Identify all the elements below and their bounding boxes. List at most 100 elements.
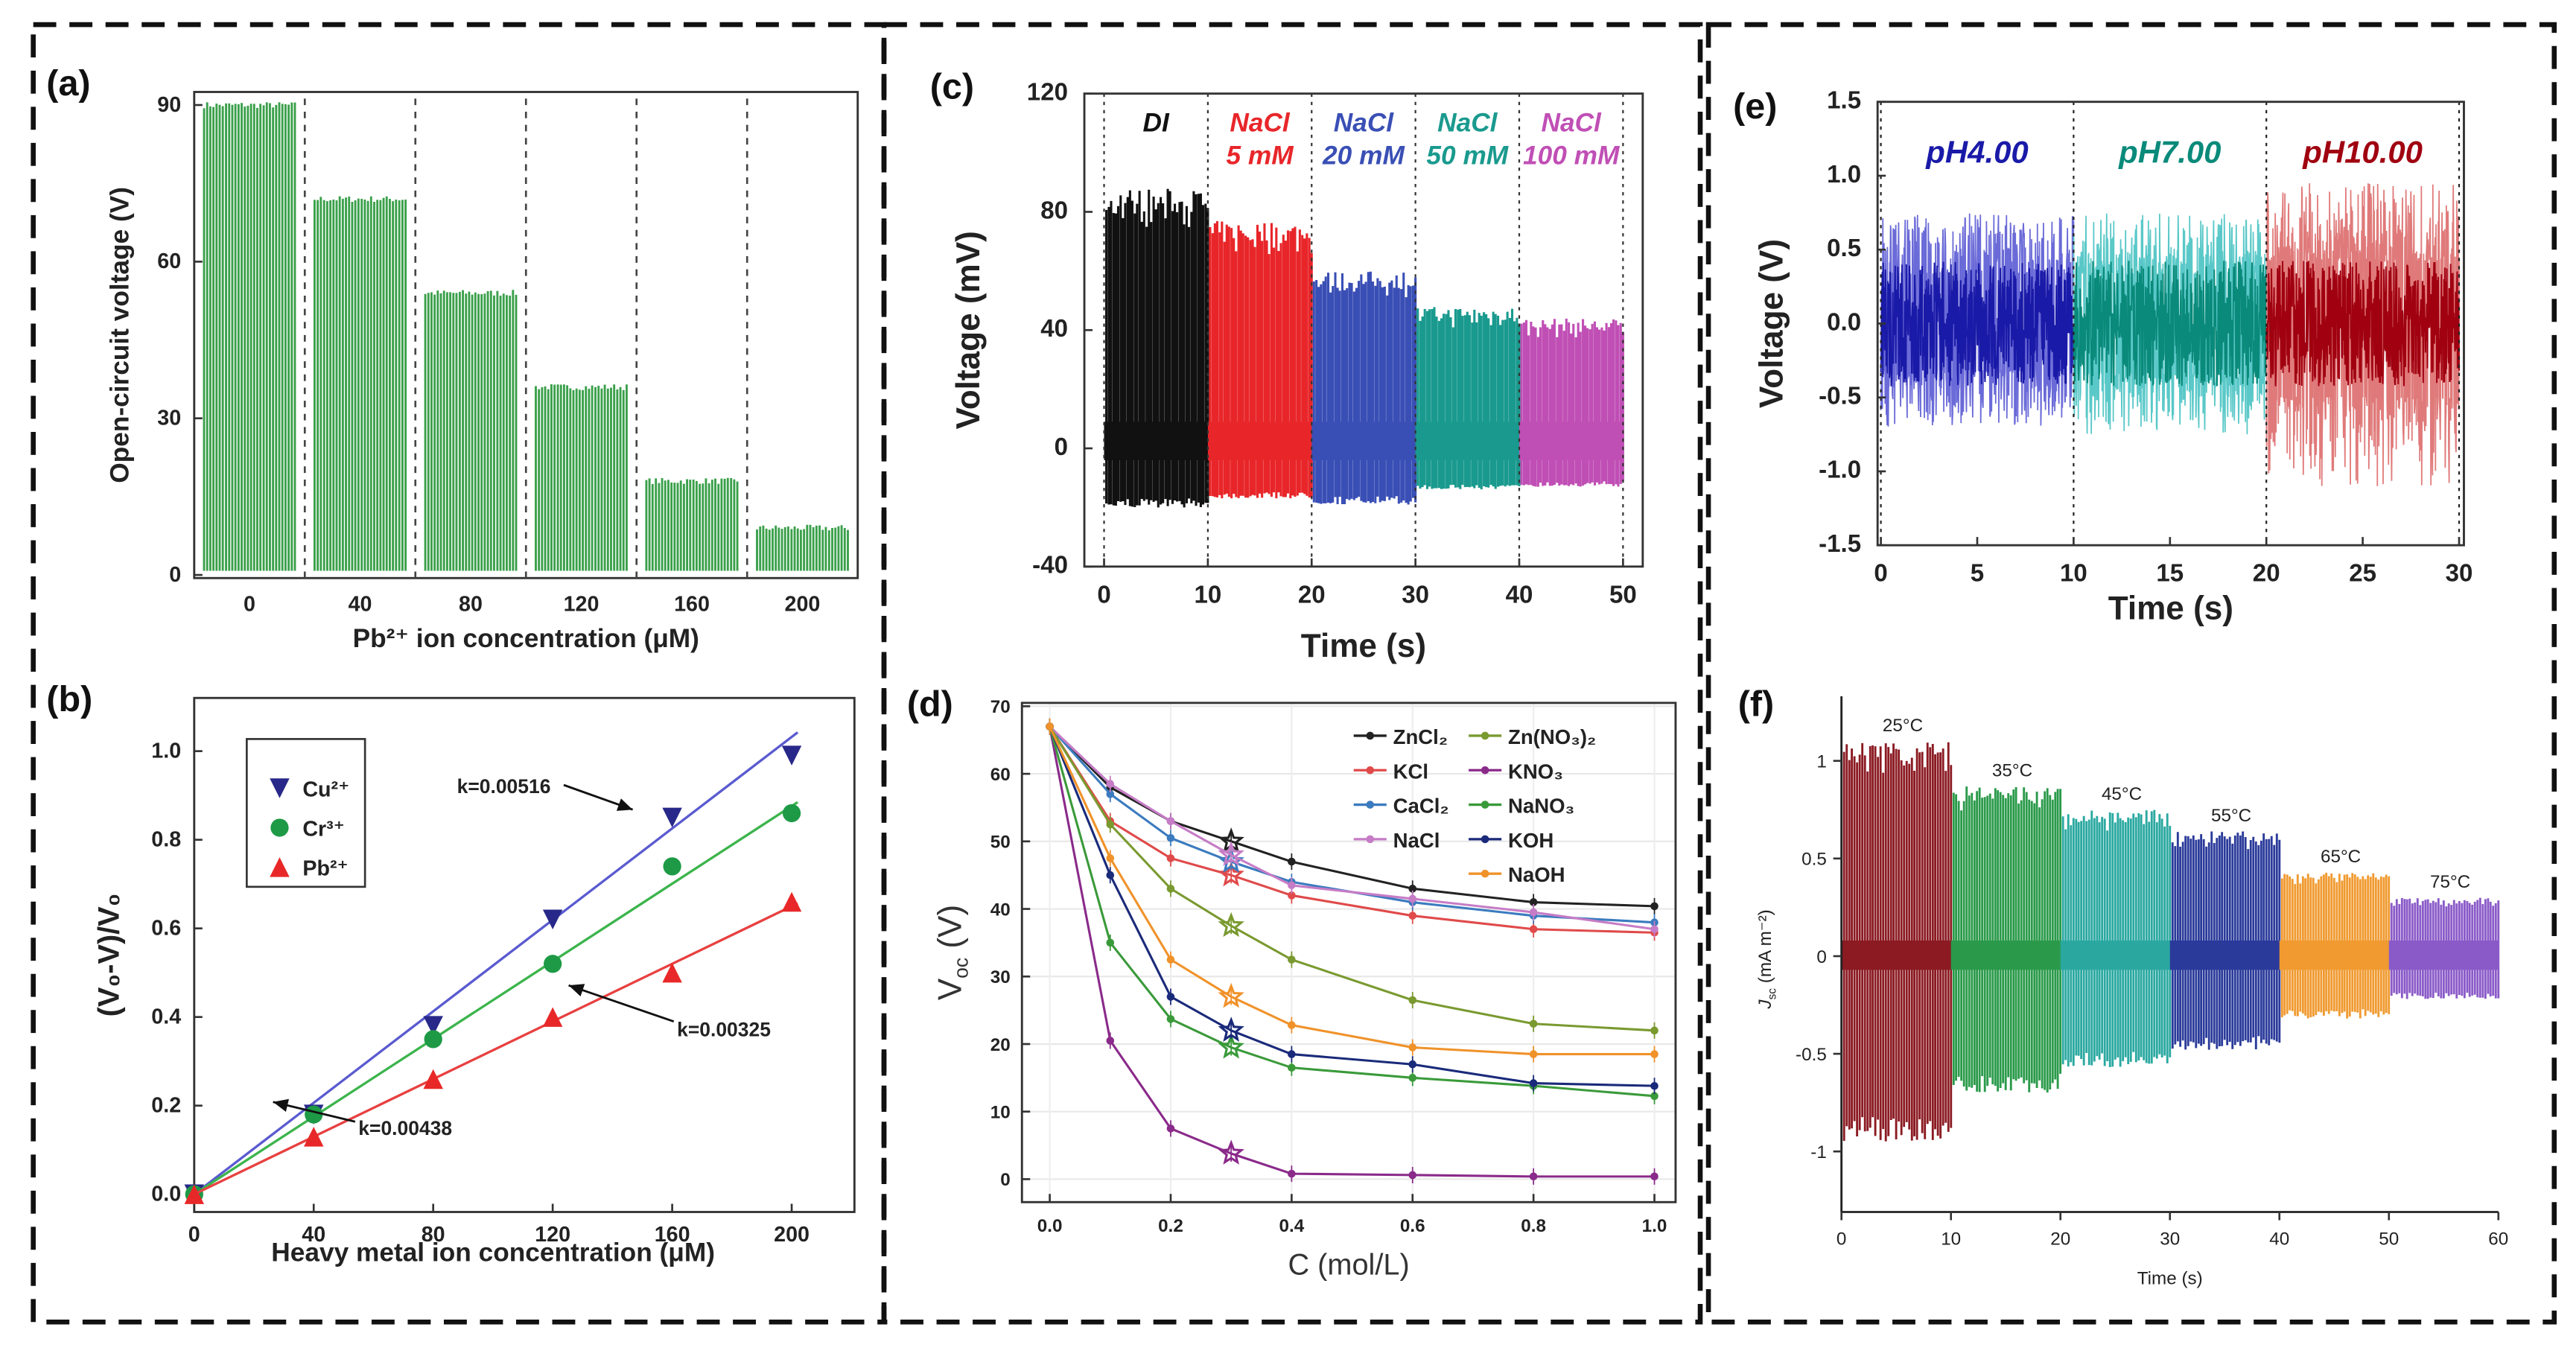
x-tick-label: 0 (1836, 1229, 1847, 1250)
legend-label: KCl (1393, 760, 1428, 783)
panel-c: (c) DI NaCl 5 mM NaCl 20 mM NaCl 50 mM NaCl 100 m… (930, 66, 1644, 664)
y-tick-label: 80 (1040, 197, 1068, 224)
y-tick-label: -1 (1810, 1142, 1827, 1162)
arrowhead-icon (273, 1098, 289, 1112)
legend-marker (270, 857, 290, 877)
x-tick-label: 0 (188, 1223, 200, 1247)
x-tick-label: 20 (2050, 1229, 2070, 1250)
x-tick-label: 0.0 (1037, 1216, 1063, 1236)
data-point (1106, 780, 1115, 789)
segment-label: 35°C (1992, 761, 2032, 781)
x-tick-label: 1.0 (1642, 1216, 1667, 1236)
x-tick-label: 200 (774, 1223, 810, 1247)
y-tick-label: -1.0 (1819, 456, 1861, 484)
legend-box (246, 738, 366, 888)
y-tick-label: 40 (990, 900, 1011, 920)
x-tick-label: 10 (2060, 560, 2087, 588)
data-point (1529, 925, 1538, 934)
panel-f: (f)25°C35°C45°C55°C65°C75°C0 10 20 30 40 50 60… (1738, 684, 2509, 1289)
legend-label: ZnCl₂ (1393, 725, 1448, 748)
y-tick-label: -0.5 (1819, 382, 1861, 410)
trace-segment (1520, 318, 1624, 487)
data-point (1106, 938, 1115, 947)
legend-marker (1366, 801, 1375, 809)
legend-marker (1481, 801, 1489, 809)
legend-label: NaNO₃ (1508, 795, 1574, 818)
y-tick-label: -1.5 (1819, 530, 1861, 558)
panel-e: (e) pH4.00 pH7.00 pH10.00 0 5 10 15 20 25 30 -1.5 -1… (1733, 86, 2472, 627)
segment-label: DI (1143, 108, 1170, 137)
legend-marker (1366, 731, 1375, 740)
legend-marker (1481, 835, 1489, 844)
legend-marker (1481, 731, 1489, 740)
x-tick-label: 30 (2160, 1229, 2180, 1250)
y-tick-label: 0.0 (1827, 308, 1861, 336)
x-tick-label: 200 (785, 592, 821, 616)
data-point (1529, 1172, 1538, 1181)
x-tick-label: 0 (1874, 560, 1887, 588)
data-point (1166, 834, 1175, 842)
star-marker (1218, 1017, 1244, 1042)
bar-120 (535, 384, 628, 571)
legend: Cu²⁺ Cr³⁺ Pb²⁺ (246, 738, 366, 888)
legend-marker (1481, 766, 1489, 774)
series-line (1049, 725, 1655, 931)
data-point (184, 1184, 205, 1204)
y-label-sub: sc (1766, 988, 1778, 1000)
y-tick-label: 0 (1816, 947, 1827, 967)
y-label-main: V (932, 978, 969, 1000)
x-tick-label: 0.6 (1400, 1216, 1425, 1236)
x-tick-label: 30 (2446, 560, 2473, 588)
baseline-band (1841, 940, 1951, 970)
segment-label: NaCl (1541, 108, 1602, 137)
data-point (1288, 1050, 1296, 1058)
x-tick-label: 160 (655, 1223, 690, 1247)
data-point (1529, 1079, 1538, 1087)
star-marker (1218, 841, 1244, 866)
data-point (1166, 885, 1175, 893)
data-point (1529, 898, 1538, 906)
dashed-border-middle (881, 22, 1703, 1325)
y-tick-label: 0.5 (1827, 235, 1861, 262)
y-tick-label: 0.6 (151, 916, 181, 940)
data-point (1166, 993, 1175, 1001)
data-point (542, 909, 563, 929)
segment-label: 5 mM (1226, 141, 1294, 171)
data-point (1650, 1172, 1659, 1181)
x-tick-label: 25 (2349, 560, 2376, 588)
y-tick-label: 30 (990, 967, 1011, 987)
panel-d: (d) ZnCl₂ KCl CaCl₂ NaCl Zn(NO₃)₂ KNO₃ NaNO₃ KOH… (907, 684, 1677, 1281)
x-tick-label: 20 (1298, 581, 1326, 608)
segment-label: 50 mM (1426, 141, 1508, 171)
segment-label: pH4.00 (1925, 134, 2028, 169)
x-tick-label: 0 (1097, 581, 1110, 608)
plot-frame (1020, 702, 1677, 1203)
y-label-main: J (1755, 999, 1775, 1010)
y-tick-label: 1.0 (1827, 161, 1861, 188)
baseline-band (1518, 421, 1623, 460)
segment-label: 25°C (1883, 716, 1923, 736)
x-axis-label: Time (s) (1301, 628, 1426, 664)
data-point (1408, 1074, 1417, 1082)
data-point (1288, 955, 1296, 964)
baseline-band (1950, 940, 2061, 970)
bar-200 (756, 524, 849, 571)
baseline-band (1104, 421, 1208, 460)
data-point (662, 962, 682, 983)
data-point (1529, 1050, 1538, 1058)
trace-segment (1416, 307, 1521, 490)
series (1046, 718, 1659, 938)
data-point (542, 1007, 563, 1027)
panel-label: (d) (907, 684, 953, 725)
star-marker (1218, 1033, 1244, 1059)
trace-segment (1312, 271, 1417, 505)
x-tick-label: 120 (564, 592, 600, 616)
x-tick-label: 0.4 (1279, 1216, 1305, 1236)
baseline-band (2279, 940, 2389, 970)
data-point (1288, 1021, 1296, 1029)
y-tick-label: 0.5 (1801, 850, 1827, 870)
data-point (1166, 817, 1175, 825)
data-point (1650, 1026, 1659, 1035)
x-tick-label: 40 (302, 1223, 325, 1247)
